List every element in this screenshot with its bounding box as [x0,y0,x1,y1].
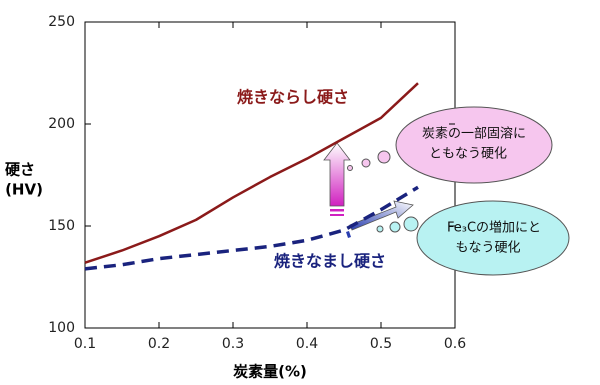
x-tick-label: 0.5 [370,336,392,352]
y-axis-label: 硬さ [5,161,35,179]
plot-frame [84,21,456,329]
series-label: 焼きならし硬さ [237,88,349,107]
callout-cloud [376,200,570,276]
callout-cloud [347,106,553,184]
y-tick-label: 200 [48,116,75,132]
annotation: 炭素の一部固溶に [422,127,526,142]
annotation: もなう硬化 [455,241,520,256]
annotation: Fe₃Cの増加にと [447,221,541,236]
y-tick-label: 250 [48,14,75,30]
x-tick-label: 0.3 [222,336,244,352]
arrow-up [323,142,351,216]
x-tick-label: 0.6 [444,336,466,352]
x-tick-label: 0.2 [148,336,170,352]
x-tick-label: 0.4 [296,336,318,352]
arrow-diag [346,200,414,238]
y-tick-label: 100 [48,320,75,336]
annotation: ともなう硬化 [429,147,507,162]
y-tick-label: 150 [48,218,75,234]
y-axis-label: (HV) [5,181,43,199]
series-label: 焼きなまし硬さ [274,252,386,271]
series-line [84,82,419,264]
x-axis-label: 炭素量(%) [233,363,307,381]
x-tick-label: 0.1 [74,336,96,352]
